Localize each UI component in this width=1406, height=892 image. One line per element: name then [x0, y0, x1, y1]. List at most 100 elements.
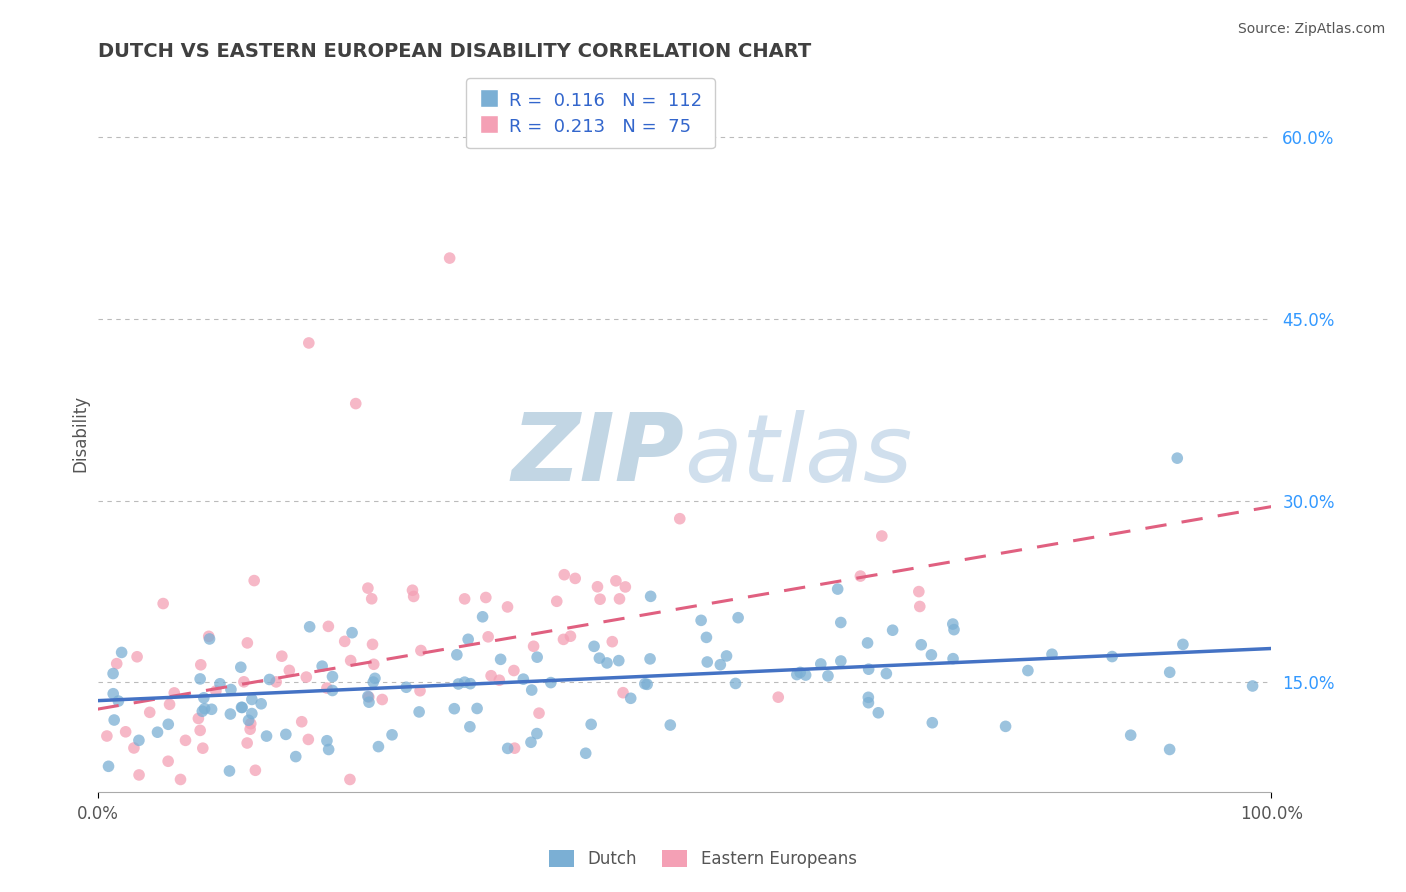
Point: [856, 636, 879, 650]
Point: [107, 694, 129, 708]
Point: [614, 580, 637, 594]
Point: [128, 768, 150, 782]
Point: [218, 764, 240, 778]
Point: [768, 690, 790, 705]
Point: [232, 674, 254, 689]
Point: [858, 662, 880, 676]
Legend: Dutch, Eastern Europeans: Dutch, Eastern Europeans: [543, 843, 863, 875]
Point: [157, 754, 180, 768]
Point: [103, 687, 125, 701]
Point: [489, 652, 512, 666]
Point: [219, 706, 242, 721]
Point: [638, 652, 661, 666]
Point: [716, 648, 738, 663]
Point: [344, 396, 367, 410]
Point: [284, 749, 307, 764]
Point: [910, 638, 932, 652]
Point: [849, 569, 872, 583]
Point: [526, 650, 548, 665]
Point: [240, 692, 263, 706]
Point: [908, 584, 931, 599]
Point: [709, 657, 731, 672]
Point: [361, 675, 384, 690]
Point: [291, 714, 314, 729]
Point: [503, 741, 526, 756]
Point: [453, 591, 475, 606]
Point: [236, 636, 259, 650]
Point: [191, 741, 214, 756]
Point: [128, 733, 150, 747]
Point: [457, 632, 479, 647]
Point: [994, 719, 1017, 733]
Point: [298, 335, 321, 350]
Point: [200, 702, 222, 716]
Point: [724, 676, 747, 690]
Point: [612, 686, 634, 700]
Point: [830, 615, 852, 630]
Point: [295, 670, 318, 684]
Point: [408, 705, 430, 719]
Point: [1040, 647, 1063, 661]
Point: [942, 617, 965, 632]
Point: [239, 716, 262, 731]
Point: [197, 629, 219, 643]
Point: [496, 599, 519, 614]
Point: [321, 683, 343, 698]
Point: [159, 698, 181, 712]
Point: [321, 670, 343, 684]
Point: [488, 673, 510, 688]
Point: [316, 681, 339, 695]
Point: [163, 686, 186, 700]
Point: [553, 632, 575, 647]
Point: [540, 675, 562, 690]
Point: [1159, 665, 1181, 680]
Point: [256, 729, 278, 743]
Point: [583, 640, 606, 654]
Point: [520, 735, 543, 749]
Point: [264, 674, 287, 689]
Text: ZIP: ZIP: [512, 409, 685, 501]
Point: [858, 696, 880, 710]
Point: [188, 672, 211, 686]
Point: [609, 591, 631, 606]
Point: [458, 720, 481, 734]
Point: [231, 700, 253, 714]
Point: [250, 697, 273, 711]
Text: DUTCH VS EASTERN EUROPEAN DISABILITY CORRELATION CHART: DUTCH VS EASTERN EUROPEAN DISABILITY COR…: [97, 42, 811, 61]
Point: [1159, 742, 1181, 756]
Point: [318, 619, 340, 633]
Point: [191, 704, 214, 718]
Point: [395, 680, 418, 694]
Text: Source: ZipAtlas.com: Source: ZipAtlas.com: [1237, 22, 1385, 37]
Point: [921, 715, 943, 730]
Point: [239, 723, 262, 737]
Point: [381, 728, 404, 742]
Point: [198, 632, 221, 646]
Point: [564, 571, 586, 585]
Point: [810, 657, 832, 671]
Point: [270, 649, 292, 664]
Point: [188, 723, 211, 738]
Point: [1241, 679, 1264, 693]
Point: [357, 695, 380, 709]
Point: [942, 651, 965, 665]
Point: [409, 683, 432, 698]
Point: [727, 610, 749, 624]
Point: [110, 645, 132, 659]
Point: [439, 251, 461, 265]
Point: [114, 724, 136, 739]
Point: [238, 713, 260, 727]
Point: [453, 675, 475, 690]
Point: [794, 668, 817, 682]
Point: [138, 706, 160, 720]
Point: [605, 574, 627, 588]
Point: [553, 567, 575, 582]
Point: [339, 772, 361, 787]
Point: [786, 667, 808, 681]
Point: [640, 590, 662, 604]
Point: [187, 711, 209, 725]
Point: [447, 677, 470, 691]
Point: [297, 732, 319, 747]
Point: [193, 690, 215, 705]
Point: [600, 634, 623, 648]
